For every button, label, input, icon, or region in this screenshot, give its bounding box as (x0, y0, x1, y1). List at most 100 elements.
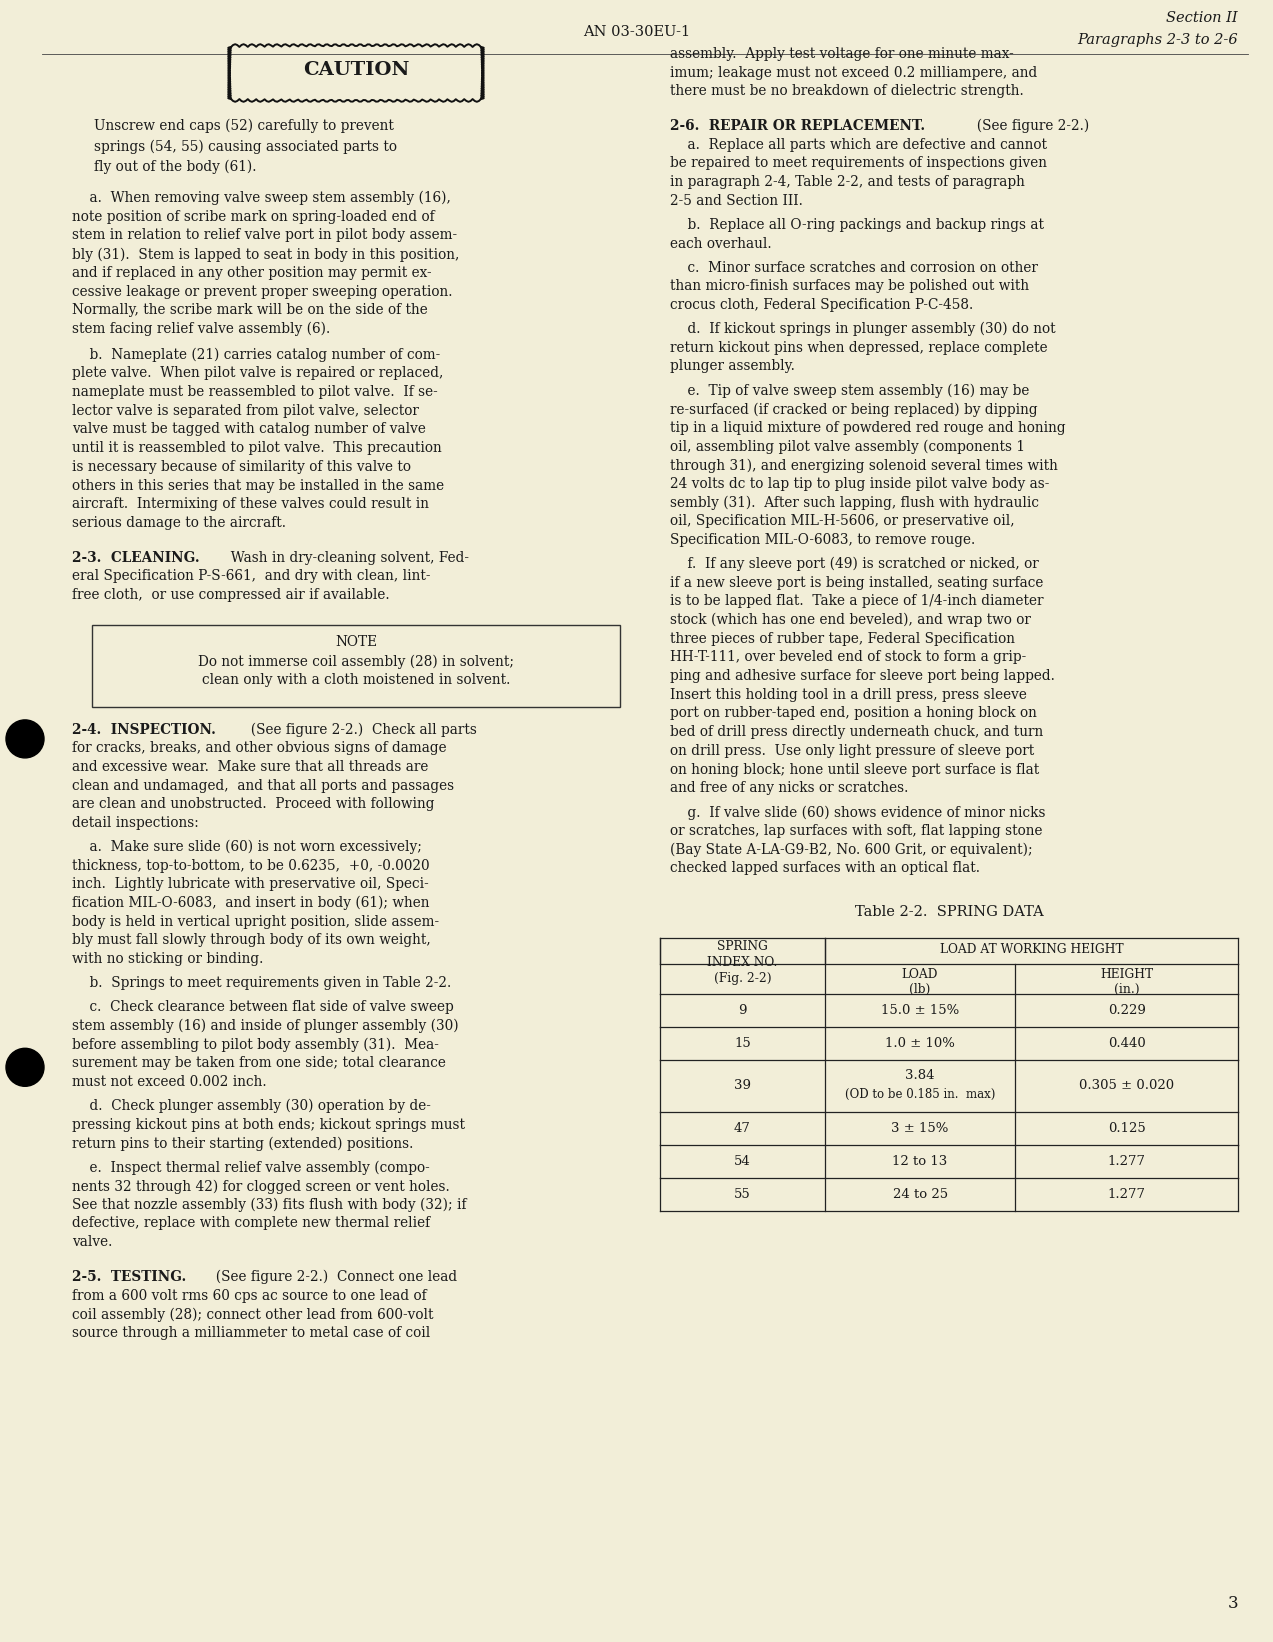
Text: there must be no breakdown of dielectric strength.: there must be no breakdown of dielectric… (670, 84, 1023, 99)
Text: HH-T-111, over beveled end of stock to form a grip-: HH-T-111, over beveled end of stock to f… (670, 650, 1026, 665)
Text: assembly.  Apply test voltage for one minute max-: assembly. Apply test voltage for one min… (670, 48, 1013, 61)
Text: note position of scribe mark on spring-loaded end of: note position of scribe mark on spring-l… (73, 210, 434, 223)
Text: port on rubber-taped end, position a honing block on: port on rubber-taped end, position a hon… (670, 706, 1037, 721)
Text: 0.229: 0.229 (1108, 1003, 1146, 1016)
Text: return kickout pins when depressed, replace complete: return kickout pins when depressed, repl… (670, 340, 1048, 355)
Text: surement may be taken from one side; total clearance: surement may be taken from one side; tot… (73, 1056, 446, 1071)
Text: crocus cloth, Federal Specification P-C-458.: crocus cloth, Federal Specification P-C-… (670, 297, 974, 312)
Text: return pins to their starting (extended) positions.: return pins to their starting (extended)… (73, 1136, 414, 1151)
Text: from a 600 volt rms 60 cps ac source to one lead of: from a 600 volt rms 60 cps ac source to … (73, 1289, 426, 1302)
Text: plete valve.  When pilot valve is repaired or replaced,: plete valve. When pilot valve is repaire… (73, 366, 443, 381)
Text: Section II: Section II (1166, 11, 1239, 25)
Text: nameplate must be reassembled to pilot valve.  If se-: nameplate must be reassembled to pilot v… (73, 386, 438, 399)
Text: See that nozzle assembly (33) fits flush with body (32); if: See that nozzle assembly (33) fits flush… (73, 1197, 466, 1212)
Text: Wash in dry-cleaning solvent, Fed-: Wash in dry-cleaning solvent, Fed- (222, 550, 468, 565)
Text: (See figure 2-2.)  Check all parts: (See figure 2-2.) Check all parts (242, 722, 477, 737)
Text: 3.84: 3.84 (905, 1069, 934, 1082)
Text: NOTE: NOTE (335, 634, 377, 649)
Text: if a new sleeve port is being installed, seating surface: if a new sleeve port is being installed,… (670, 576, 1044, 589)
Text: (See figure 2-2.)  Connect one lead: (See figure 2-2.) Connect one lead (207, 1269, 457, 1284)
Text: checked lapped surfaces with an optical flat.: checked lapped surfaces with an optical … (670, 862, 980, 875)
Text: 3 ± 15%: 3 ± 15% (891, 1121, 948, 1135)
Text: are clean and unobstructed.  Proceed with following: are clean and unobstructed. Proceed with… (73, 798, 434, 811)
Text: HEIGHT
(in.): HEIGHT (in.) (1100, 969, 1153, 997)
Text: 54: 54 (735, 1154, 751, 1167)
Text: stem in relation to relief valve port in pilot body assem-: stem in relation to relief valve port in… (73, 228, 457, 243)
Text: oil, Specification MIL-H-5606, or preservative oil,: oil, Specification MIL-H-5606, or preser… (670, 514, 1015, 529)
Text: 9: 9 (738, 1003, 747, 1016)
Text: three pieces of rubber tape, Federal Specification: three pieces of rubber tape, Federal Spe… (670, 632, 1015, 645)
Text: Specification MIL-O-6083, to remove rouge.: Specification MIL-O-6083, to remove roug… (670, 534, 975, 547)
Text: 1.0 ± 10%: 1.0 ± 10% (885, 1038, 955, 1049)
Text: imum; leakage must not exceed 0.2 milliampere, and: imum; leakage must not exceed 0.2 millia… (670, 66, 1037, 80)
Text: (Bay State A-LA-G9-B2, No. 600 Grit, or equivalent);: (Bay State A-LA-G9-B2, No. 600 Grit, or … (670, 842, 1032, 857)
Text: 0.305 ± 0.020: 0.305 ± 0.020 (1080, 1079, 1174, 1092)
Text: pressing kickout pins at both ends; kickout springs must: pressing kickout pins at both ends; kick… (73, 1118, 465, 1131)
Text: coil assembly (28); connect other lead from 600-volt: coil assembly (28); connect other lead f… (73, 1307, 434, 1322)
Text: 39: 39 (733, 1079, 751, 1092)
Text: 55: 55 (735, 1187, 751, 1200)
Text: fly out of the body (61).: fly out of the body (61). (94, 159, 256, 174)
Text: is necessary because of similarity of this valve to: is necessary because of similarity of th… (73, 460, 411, 475)
Text: re-surfaced (if cracked or being replaced) by dipping: re-surfaced (if cracked or being replace… (670, 402, 1037, 417)
Text: 0.125: 0.125 (1108, 1121, 1146, 1135)
Text: before assembling to pilot body assembly (31).  Mea-: before assembling to pilot body assembly… (73, 1038, 439, 1053)
Text: aircraft.  Intermixing of these valves could result in: aircraft. Intermixing of these valves co… (73, 498, 429, 511)
Text: others in this series that may be installed in the same: others in this series that may be instal… (73, 478, 444, 493)
Text: and if replaced in any other position may permit ex-: and if replaced in any other position ma… (73, 266, 432, 279)
Text: 15.0 ± 15%: 15.0 ± 15% (881, 1003, 960, 1016)
Text: 2-4.  INSPECTION.: 2-4. INSPECTION. (73, 722, 216, 737)
Circle shape (6, 719, 45, 759)
Text: sembly (31).  After such lapping, flush with hydraulic: sembly (31). After such lapping, flush w… (670, 496, 1039, 511)
Text: bly must fall slowly through body of its own weight,: bly must fall slowly through body of its… (73, 933, 430, 947)
Text: stock (which has one end beveled), and wrap two or: stock (which has one end beveled), and w… (670, 612, 1031, 627)
Text: with no sticking or binding.: with no sticking or binding. (73, 952, 264, 965)
Text: b.  Nameplate (21) carries catalog number of com-: b. Nameplate (21) carries catalog number… (73, 348, 440, 363)
Text: 3: 3 (1227, 1594, 1239, 1612)
Text: is to be lapped flat.  Take a piece of 1/4-inch diameter: is to be lapped flat. Take a piece of 1/… (670, 594, 1044, 608)
Text: plunger assembly.: plunger assembly. (670, 360, 794, 373)
Text: a.  When removing valve sweep stem assembly (16),: a. When removing valve sweep stem assemb… (73, 190, 451, 205)
Text: 1.277: 1.277 (1108, 1154, 1146, 1167)
Text: inch.  Lightly lubricate with preservative oil, Speci-: inch. Lightly lubricate with preservativ… (73, 877, 429, 892)
Text: Table 2-2.  SPRING DATA: Table 2-2. SPRING DATA (854, 905, 1044, 920)
Text: on honing block; hone until sleeve port surface is flat: on honing block; hone until sleeve port … (670, 762, 1039, 777)
Text: defective, replace with complete new thermal relief: defective, replace with complete new the… (73, 1217, 430, 1230)
Text: source through a milliammeter to metal case of coil: source through a milliammeter to metal c… (73, 1327, 430, 1340)
Text: Paragraphs 2-3 to 2-6: Paragraphs 2-3 to 2-6 (1077, 33, 1239, 48)
Bar (92, 624, 620, 706)
Text: through 31), and energizing solenoid several times with: through 31), and energizing solenoid sev… (670, 458, 1058, 473)
Text: stem facing relief valve assembly (6).: stem facing relief valve assembly (6). (73, 322, 330, 337)
Text: b.  Replace all O-ring packings and backup rings at: b. Replace all O-ring packings and backu… (670, 218, 1044, 232)
Text: serious damage to the aircraft.: serious damage to the aircraft. (73, 516, 286, 530)
Text: bly (31).  Stem is lapped to seat in body in this position,: bly (31). Stem is lapped to seat in body… (73, 248, 460, 261)
Text: for cracks, breaks, and other obvious signs of damage: for cracks, breaks, and other obvious si… (73, 741, 447, 755)
Text: ping and adhesive surface for sleeve port being lapped.: ping and adhesive surface for sleeve por… (670, 668, 1055, 683)
Text: be repaired to meet requirements of inspections given: be repaired to meet requirements of insp… (670, 156, 1046, 171)
Text: and excessive wear.  Make sure that all threads are: and excessive wear. Make sure that all t… (73, 760, 429, 773)
Text: in paragraph 2-4, Table 2-2, and tests of paragraph: in paragraph 2-4, Table 2-2, and tests o… (670, 176, 1025, 189)
Text: clean and undamaged,  and that all ports and passages: clean and undamaged, and that all ports … (73, 778, 454, 793)
Text: on drill press.  Use only light pressure of sleeve port: on drill press. Use only light pressure … (670, 744, 1034, 759)
Text: Insert this holding tool in a drill press, press sleeve: Insert this holding tool in a drill pres… (670, 688, 1027, 701)
Text: Do not immerse coil assembly (28) in solvent;: Do not immerse coil assembly (28) in sol… (199, 655, 514, 668)
Text: e.  Tip of valve sweep stem assembly (16) may be: e. Tip of valve sweep stem assembly (16)… (670, 384, 1030, 397)
Text: fication MIL-O-6083,  and insert in body (61); when: fication MIL-O-6083, and insert in body … (73, 897, 429, 910)
Text: stem assembly (16) and inside of plunger assembly (30): stem assembly (16) and inside of plunger… (73, 1020, 458, 1033)
Text: 15: 15 (735, 1038, 751, 1049)
Text: oil, assembling pilot valve assembly (components 1: oil, assembling pilot valve assembly (co… (670, 440, 1025, 453)
Text: c.  Minor surface scratches and corrosion on other: c. Minor surface scratches and corrosion… (670, 261, 1037, 274)
Text: 2-6.  REPAIR OR REPLACEMENT.: 2-6. REPAIR OR REPLACEMENT. (670, 120, 925, 133)
Text: clean only with a cloth moistened in solvent.: clean only with a cloth moistened in sol… (202, 673, 510, 688)
Circle shape (6, 1048, 45, 1087)
Text: body is held in vertical upright position, slide assem-: body is held in vertical upright positio… (73, 915, 439, 929)
Text: valve must be tagged with catalog number of valve: valve must be tagged with catalog number… (73, 422, 426, 437)
Text: 2-3.  CLEANING.: 2-3. CLEANING. (73, 550, 200, 565)
Text: 24 to 25: 24 to 25 (892, 1187, 947, 1200)
Text: 2-5 and Section III.: 2-5 and Section III. (670, 194, 803, 209)
Text: thickness, top-to-bottom, to be 0.6235,  +0, -0.0020: thickness, top-to-bottom, to be 0.6235, … (73, 859, 429, 872)
Text: 2-5.  TESTING.: 2-5. TESTING. (73, 1269, 186, 1284)
Text: springs (54, 55) causing associated parts to: springs (54, 55) causing associated part… (94, 140, 397, 154)
Text: d.  Check plunger assembly (30) operation by de-: d. Check plunger assembly (30) operation… (73, 1098, 430, 1113)
Text: (OD to be 0.185 in.  max): (OD to be 0.185 in. max) (845, 1087, 995, 1100)
